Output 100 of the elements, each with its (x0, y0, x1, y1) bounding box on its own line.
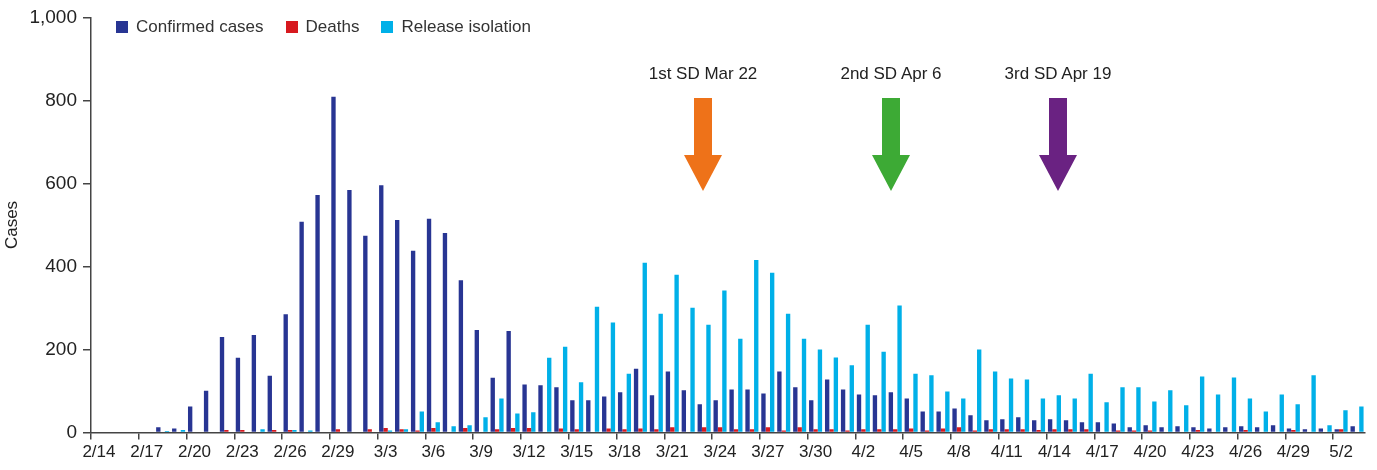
bar (431, 428, 436, 432)
bar (1175, 426, 1180, 432)
bar (499, 398, 504, 432)
x-tick-label: 4/26 (1229, 442, 1263, 462)
bar (558, 428, 563, 432)
x-tick-label: 2/26 (273, 442, 307, 462)
annotation: 3rd SD Apr 19 (1004, 64, 1112, 84)
bar (467, 425, 472, 432)
bar (1020, 429, 1025, 432)
bar (849, 365, 854, 432)
bar (929, 375, 934, 432)
y-tick-label: 0 (66, 420, 77, 442)
bar (1223, 427, 1228, 432)
x-tick-label: 2/29 (321, 442, 355, 462)
bar (670, 427, 675, 432)
bar (622, 429, 627, 432)
bar (515, 413, 520, 432)
bar (633, 368, 639, 432)
bar (701, 427, 707, 432)
bar (1063, 420, 1069, 432)
bar (1311, 375, 1316, 432)
bar (1072, 398, 1077, 432)
bar (913, 373, 918, 432)
bar (945, 391, 950, 432)
x-tick-label: 4/2 (851, 442, 876, 462)
bar (1286, 428, 1292, 432)
bar (251, 335, 257, 432)
bar (399, 429, 404, 432)
bar (1279, 394, 1284, 432)
bar (681, 390, 687, 432)
bar (638, 428, 643, 432)
bar (1024, 379, 1030, 432)
bar (1159, 427, 1164, 432)
bar (690, 307, 695, 432)
bar (1016, 417, 1021, 432)
bar (1318, 428, 1324, 432)
bar (1068, 429, 1073, 432)
bar (1168, 390, 1173, 432)
bar (654, 429, 659, 432)
bar (888, 392, 894, 432)
bar (897, 305, 902, 432)
bar (1136, 387, 1141, 432)
bar (1334, 429, 1339, 432)
x-tick-label: 2/17 (130, 442, 164, 462)
x-tick-label: 2/14 (82, 442, 116, 462)
bar (494, 429, 500, 432)
x-tick-label: 5/2 (1329, 442, 1353, 462)
legend-label: Release isolation (401, 17, 531, 38)
bar (813, 429, 818, 432)
bar (733, 429, 739, 432)
y-tick-label: 800 (45, 88, 77, 110)
bar (315, 195, 320, 432)
bar (594, 306, 600, 432)
y-tick-label: 400 (45, 254, 77, 276)
bar (765, 427, 770, 432)
bar (992, 371, 998, 432)
x-tick-label: 3/27 (751, 442, 785, 462)
bar (665, 371, 671, 432)
bar (554, 387, 559, 432)
bar (738, 338, 743, 432)
bar (1359, 406, 1364, 432)
bar (1207, 428, 1212, 432)
bar (988, 429, 993, 432)
bar (1143, 425, 1148, 432)
bar (1263, 411, 1269, 432)
bar (235, 357, 241, 432)
bar (1184, 405, 1189, 432)
bar (267, 375, 272, 432)
bar (219, 337, 225, 432)
bar (1327, 425, 1332, 432)
bar (156, 427, 161, 432)
bar (283, 314, 288, 432)
bar (908, 428, 914, 432)
x-tick-label: 4/29 (1276, 442, 1310, 462)
bar (335, 429, 341, 432)
bar (1343, 410, 1348, 432)
bar (187, 406, 193, 432)
bar (968, 415, 973, 432)
bar (872, 395, 878, 432)
x-tick-label: 4/23 (1181, 442, 1215, 462)
bar (1247, 398, 1253, 432)
bar (602, 396, 607, 432)
bar (745, 389, 750, 432)
bar (1270, 425, 1276, 432)
x-tick-label: 3/24 (703, 442, 737, 462)
bar (451, 426, 456, 432)
bar (1008, 378, 1014, 432)
bar (713, 400, 718, 432)
bar (984, 420, 989, 432)
bar (442, 232, 448, 432)
bar (1032, 420, 1037, 432)
bar (809, 400, 814, 432)
bar (793, 387, 798, 432)
bar (506, 330, 511, 432)
bar (1047, 419, 1053, 432)
bar (1104, 402, 1109, 432)
bar (538, 385, 543, 432)
bar (1095, 422, 1101, 432)
bar (435, 422, 440, 432)
bar (697, 404, 702, 432)
